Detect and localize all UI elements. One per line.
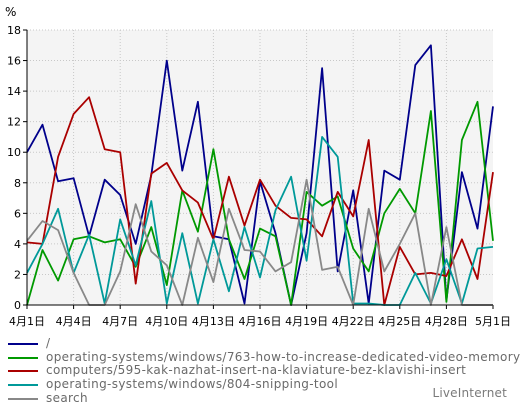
- legend-swatch: [8, 397, 38, 400]
- legend-label: operating-systems/windows/763-how-to-inc…: [46, 349, 520, 364]
- x-tick-label: 4月28日: [425, 315, 468, 328]
- x-tick-label: 4月13日: [192, 315, 235, 328]
- y-tick-label: 6: [14, 207, 21, 220]
- x-tick-label: 4月25日: [378, 315, 421, 328]
- y-tick-label: 12: [7, 116, 21, 129]
- x-tick-label: 4月10日: [145, 315, 188, 328]
- chart-legend: / operating-systems/windows/763-how-to-i…: [8, 337, 520, 405]
- x-tick-label: 4月16日: [239, 315, 282, 328]
- x-tick-label: 4月7日: [102, 315, 138, 328]
- legend-label: /: [46, 337, 51, 350]
- legend-swatch: [8, 343, 38, 345]
- x-tick-label: 4月22日: [332, 315, 375, 328]
- y-tick-label: 2: [14, 268, 21, 281]
- y-tick-label: 14: [7, 85, 21, 98]
- x-tick-label: 4月4日: [56, 315, 92, 328]
- legend-entry: search: [8, 390, 520, 405]
- y-tick-label: 4: [14, 238, 21, 251]
- legend-swatch: [8, 384, 38, 387]
- legend-label: search: [46, 390, 88, 405]
- x-tick-label: 5月1日: [475, 315, 511, 328]
- y-axis-label: %: [5, 5, 16, 19]
- legend-swatch: [8, 356, 38, 359]
- y-tick-label: 10: [7, 146, 21, 159]
- credit-label: LiveInternet: [432, 386, 507, 400]
- legend-entry: /: [8, 337, 520, 351]
- legend-label: computers/595-kak-nazhat-insert-na-klavi…: [46, 363, 467, 378]
- x-tick-label: 4月1日: [9, 315, 45, 328]
- legend-entry: operating-systems/windows/804-snipping-t…: [8, 377, 520, 392]
- y-tick-label: 0: [14, 299, 21, 312]
- legend-entry: computers/595-kak-nazhat-insert-na-klavi…: [8, 363, 520, 378]
- y-tick-label: 16: [7, 55, 21, 68]
- legend-label: operating-systems/windows/804-snipping-t…: [46, 377, 339, 392]
- legend-entry: operating-systems/windows/763-how-to-inc…: [8, 349, 520, 365]
- legend-swatch: [8, 370, 38, 373]
- y-tick-label: 18: [7, 24, 21, 37]
- x-tick-label: 4月19日: [285, 315, 328, 328]
- y-tick-label: 8: [14, 177, 21, 190]
- line-chart: 0 2 4 6 8 10 12 14 16 18 4月1日 4月4日 4月7日 4月10日 4月13日 4月1…: [5, 5, 511, 328]
